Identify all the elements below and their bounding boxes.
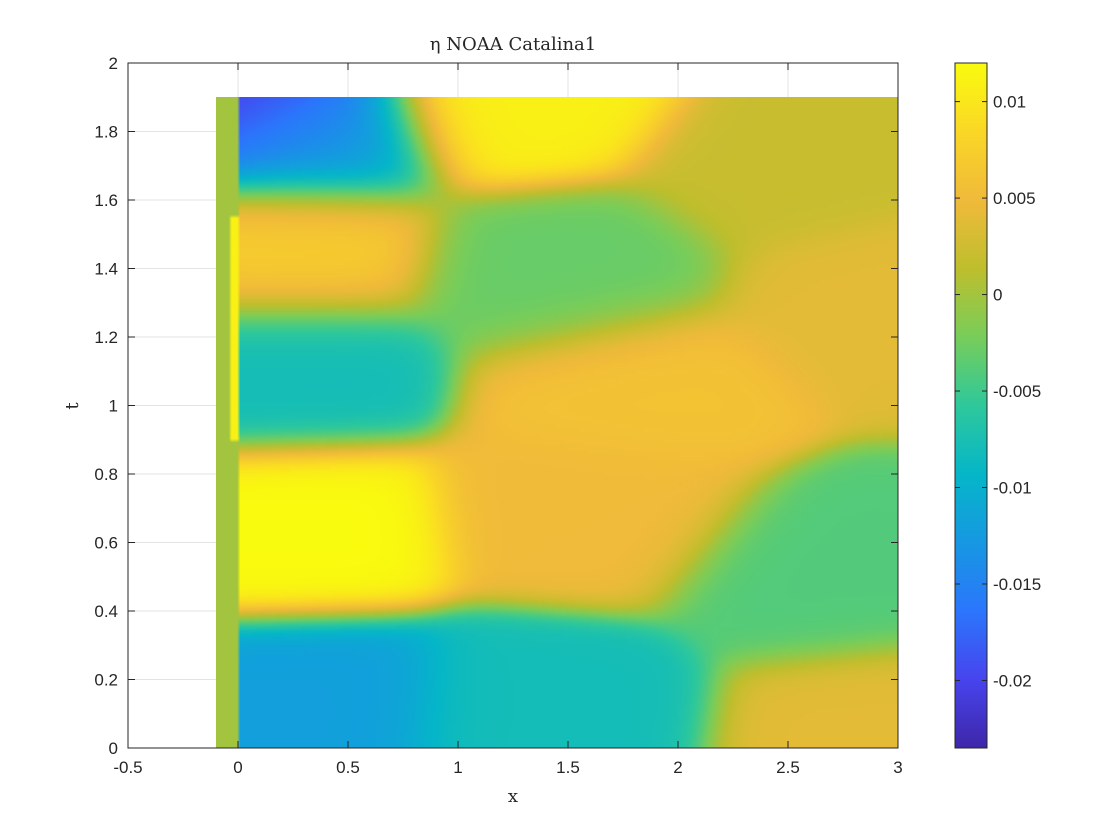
y-tick-label: 1.2 <box>94 328 118 347</box>
y-tick-label: 1.8 <box>94 123 118 142</box>
x-tick-label: 2 <box>673 758 682 777</box>
x-tick-label: 2.5 <box>776 758 800 777</box>
colorbar-tick-label: -0.015 <box>993 575 1041 594</box>
x-axis-label: x <box>508 786 518 807</box>
x-tick-label: 1 <box>453 758 462 777</box>
colorbar-tick-label: 0 <box>993 286 1002 305</box>
colorbar-tick-label: 0.005 <box>993 189 1036 208</box>
colorbar-scale <box>954 62 988 749</box>
axes: -0.5 0 0.5 1 1.5 2 2.5 300.20.40.60.811.21.41.6… <box>94 54 902 777</box>
y-tick-label: 1.6 <box>94 191 118 210</box>
x-tick-label: 0.5 <box>336 758 360 777</box>
y-tick-label: 1.4 <box>94 260 118 279</box>
plot-area: -0.5 0 0.5 1 1.5 2 2.5 300.20.40.60.811.21.41.6… <box>94 54 902 777</box>
y-axis-label: t <box>62 402 83 410</box>
y-tick-label: 0.2 <box>94 671 118 690</box>
y-tick-label: 0.8 <box>94 465 118 484</box>
y-tick-label: 0.6 <box>94 534 118 553</box>
colorbar-tick-label: -0.005 <box>993 382 1041 401</box>
x-tick-label: -0.5 <box>113 758 142 777</box>
heatmap-surface <box>216 97 898 748</box>
x-tick-label: 0 <box>233 758 242 777</box>
colorbar-tick-label: -0.01 <box>993 479 1032 498</box>
y-tick-label: 2 <box>109 54 118 73</box>
colorbar-tick-label: -0.02 <box>993 671 1032 690</box>
x-tick-label: 1.5 <box>556 758 580 777</box>
y-tick-label: 1 <box>109 397 118 416</box>
y-tick-label: 0 <box>109 739 118 758</box>
colorbar: 0.01 0.005 0 -0.005 -0.01 -0.015 -0.02 <box>954 62 1041 749</box>
x-tick-label: 3 <box>893 758 902 777</box>
colorbar-tick-label: 0.01 <box>993 93 1026 112</box>
y-tick-label: 0.4 <box>94 602 118 621</box>
chart-title: η NOAA Catalina1 <box>430 34 597 55</box>
colorbar-ticks: 0.01 0.005 0 -0.005 -0.01 -0.015 -0.02 <box>955 93 1041 690</box>
